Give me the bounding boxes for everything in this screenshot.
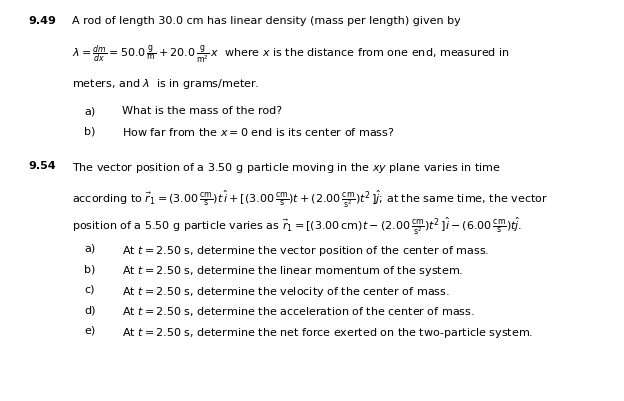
Text: At $t = 2.50$ s, determine the acceleration of the center of mass.: At $t = 2.50$ s, determine the accelerat…	[122, 305, 475, 318]
Text: e): e)	[84, 326, 95, 336]
Text: $\lambda = \frac{dm}{dx} = 50.0\,\frac{\mathrm{g}}{\mathrm{m}} + 20.0\,\frac{\ma: $\lambda = \frac{dm}{dx} = 50.0\,\frac{\…	[72, 43, 510, 66]
Text: At $t = 2.50$ s, determine the net force exerted on the two-particle system.: At $t = 2.50$ s, determine the net force…	[122, 326, 533, 340]
Text: What is the mass of the rod?: What is the mass of the rod?	[122, 106, 282, 116]
Text: At $t = 2.50$ s, determine the velocity of the center of mass.: At $t = 2.50$ s, determine the velocity …	[122, 285, 449, 299]
Text: position of a 5.50 g particle varies as $\vec{r}_1 = [(3.00\,\mathrm{cm})t - (2.: position of a 5.50 g particle varies as …	[72, 215, 522, 237]
Text: a): a)	[84, 106, 95, 116]
Text: b): b)	[84, 264, 95, 274]
Text: meters, and $\lambda$  is in grams/meter.: meters, and $\lambda$ is in grams/meter.	[72, 77, 259, 91]
Text: At $t = 2.50$ s, determine the vector position of the center of mass.: At $t = 2.50$ s, determine the vector po…	[122, 244, 489, 258]
Text: 9.49: 9.49	[28, 16, 56, 26]
Text: At $t = 2.50$ s, determine the linear momentum of the system.: At $t = 2.50$ s, determine the linear mo…	[122, 264, 463, 278]
Text: 9.54: 9.54	[28, 160, 56, 170]
Text: according to $\vec{r}_1 = (3.00\,\frac{\mathrm{cm}}{\mathrm{s}})t\,\hat{i} + [(3: according to $\vec{r}_1 = (3.00\,\frac{\…	[72, 188, 548, 210]
Text: The vector position of a 3.50 g particle moving in the $xy$ plane varies in time: The vector position of a 3.50 g particle…	[72, 160, 500, 174]
Text: c): c)	[84, 285, 95, 295]
Text: A rod of length 30.0 cm has linear density (mass per length) given by: A rod of length 30.0 cm has linear densi…	[72, 16, 461, 26]
Text: b): b)	[84, 126, 95, 136]
Text: How far from the $x = 0$ end is its center of mass?: How far from the $x = 0$ end is its cent…	[122, 126, 394, 138]
Text: a): a)	[84, 244, 95, 254]
Text: d): d)	[84, 305, 95, 315]
